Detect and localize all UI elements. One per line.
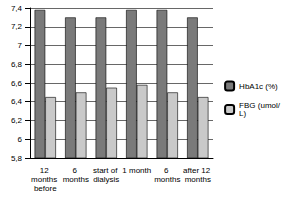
svg-text:6,2: 6,2	[11, 116, 23, 125]
svg-text:6: 6	[72, 166, 79, 175]
svg-text:start of: start of	[93, 166, 120, 175]
svg-text:7: 7	[18, 41, 23, 50]
svg-text:before: before	[34, 184, 57, 193]
svg-text:months: months	[185, 175, 211, 184]
svg-text:6,8: 6,8	[11, 60, 23, 69]
svg-text:6,4: 6,4	[11, 97, 23, 106]
svg-text:7,4: 7,4	[11, 4, 23, 13]
svg-text:12: 12	[40, 166, 51, 175]
svg-text:FBG (umol/: FBG (umol/	[239, 101, 280, 110]
svg-text:months: months	[154, 175, 180, 184]
svg-text:6: 6	[18, 135, 23, 144]
svg-text:5,8: 5,8	[11, 154, 23, 163]
svg-text:L): L)	[239, 109, 246, 118]
svg-text:7,2: 7,2	[11, 22, 23, 31]
svg-text:6: 6	[164, 166, 171, 175]
svg-text:months: months	[63, 175, 89, 184]
svg-text:1 month: 1 month	[122, 166, 151, 175]
svg-text:months: months	[31, 175, 59, 184]
svg-text:6,6: 6,6	[11, 79, 23, 88]
svg-text:dialysis: dialysis	[93, 175, 119, 184]
svg-text:after 12: after 12	[183, 166, 212, 175]
svg-text:HbA1c (%): HbA1c (%)	[239, 82, 278, 91]
